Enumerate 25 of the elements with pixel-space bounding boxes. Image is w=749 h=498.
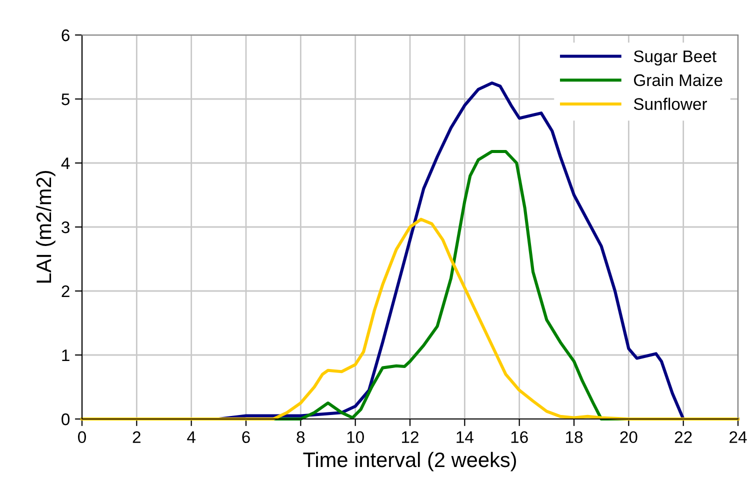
x-tick-label: 16 <box>511 431 528 444</box>
x-tick-label: 0 <box>78 431 86 444</box>
y-tick-label: 4 <box>61 158 70 170</box>
legend-label: Grain Maize <box>634 74 722 86</box>
x-tick-label: 20 <box>620 431 638 444</box>
legend-label: Sunflower <box>634 98 707 110</box>
x-axis-title: Time interval (2 weeks) <box>303 452 516 472</box>
legend-label: Sugar Beet <box>634 50 716 66</box>
y-tick-label: 2 <box>62 285 70 298</box>
y-tick-label: 3 <box>62 221 70 234</box>
x-tick-label: 4 <box>187 431 196 443</box>
y-tick-label: 1 <box>62 350 70 362</box>
x-tick-label: 6 <box>242 431 250 444</box>
y-tick-label: 5 <box>62 94 70 106</box>
x-tick-label: 10 <box>347 431 364 444</box>
x-tick-label: 22 <box>674 431 692 443</box>
x-tick-label: 24 <box>730 431 747 443</box>
x-tick-label: 2 <box>132 431 140 443</box>
y-axis-title: LAI (m2/m2) <box>36 170 56 283</box>
y-tick-label: 6 <box>62 29 70 42</box>
x-tick-label: 8 <box>296 431 305 444</box>
x-tick-label: 14 <box>456 431 474 443</box>
x-tick-label: 18 <box>566 431 583 444</box>
y-tick-label: 0 <box>62 413 70 426</box>
x-tick-label: 12 <box>402 431 418 443</box>
